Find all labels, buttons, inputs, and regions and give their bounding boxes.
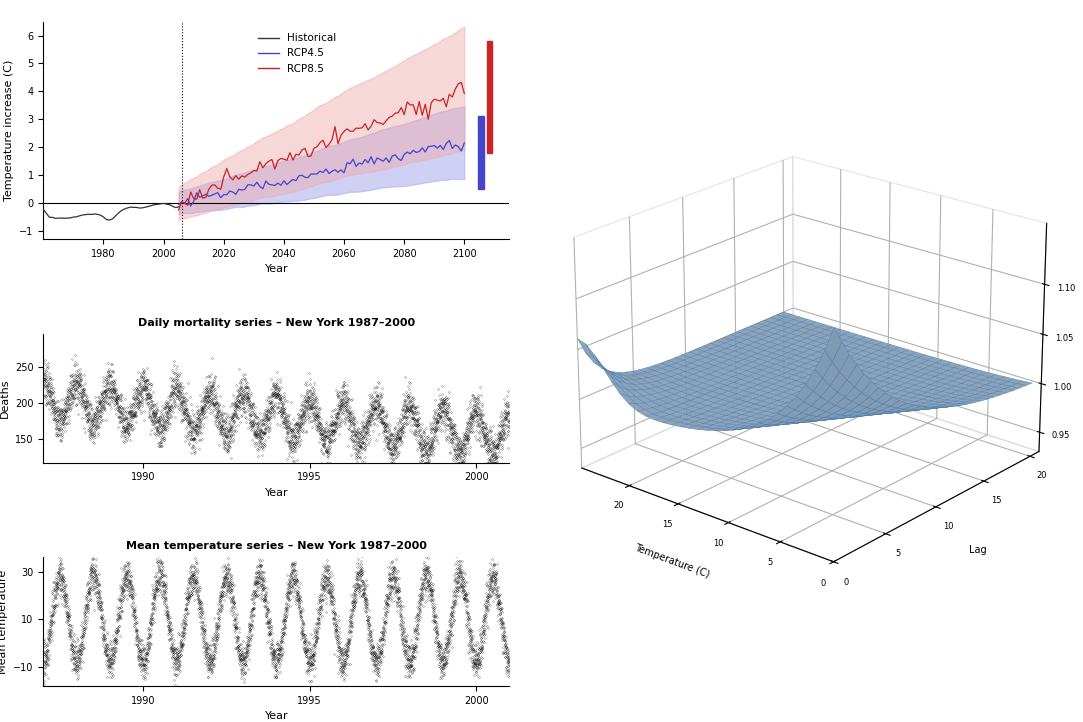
Bar [487, 41, 493, 152]
X-axis label: Year: Year [264, 488, 288, 497]
X-axis label: Year: Year [264, 264, 288, 274]
X-axis label: Year: Year [264, 711, 288, 721]
Y-axis label: Deaths: Deaths [0, 378, 10, 418]
Y-axis label: Lag: Lag [969, 544, 987, 554]
X-axis label: Temperature (C): Temperature (C) [632, 543, 710, 580]
Y-axis label: Temperature increase (C): Temperature increase (C) [4, 60, 14, 201]
Bar [479, 116, 484, 189]
Title: Mean temperature series – New York 1987–2000: Mean temperature series – New York 1987–… [126, 541, 427, 551]
Title: Daily mortality series – New York 1987–2000: Daily mortality series – New York 1987–2… [138, 318, 415, 328]
Legend: Historical, RCP4.5, RCP8.5: Historical, RCP4.5, RCP8.5 [253, 29, 340, 78]
Y-axis label: Mean temperature: Mean temperature [0, 570, 8, 674]
